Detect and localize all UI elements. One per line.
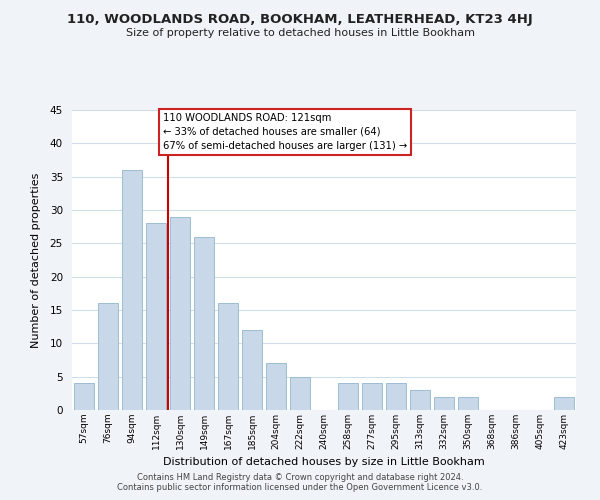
Bar (146, 224, 166, 410)
Bar (98, 304, 118, 410)
Bar (410, 390, 430, 410)
Bar (362, 384, 382, 410)
Bar (554, 396, 574, 410)
Bar (218, 304, 238, 410)
Bar (170, 216, 190, 410)
Text: Contains public sector information licensed under the Open Government Licence v3: Contains public sector information licen… (118, 484, 482, 492)
Bar (266, 364, 286, 410)
Bar (386, 384, 406, 410)
Y-axis label: Number of detached properties: Number of detached properties (31, 172, 41, 348)
Bar (122, 170, 142, 410)
Bar (74, 384, 94, 410)
Bar (194, 236, 214, 410)
Text: Size of property relative to detached houses in Little Bookham: Size of property relative to detached ho… (125, 28, 475, 38)
Bar (458, 396, 478, 410)
Bar (338, 384, 358, 410)
Text: 110, WOODLANDS ROAD, BOOKHAM, LEATHERHEAD, KT23 4HJ: 110, WOODLANDS ROAD, BOOKHAM, LEATHERHEA… (67, 12, 533, 26)
X-axis label: Distribution of detached houses by size in Little Bookham: Distribution of detached houses by size … (163, 458, 485, 468)
Text: Contains HM Land Registry data © Crown copyright and database right 2024.: Contains HM Land Registry data © Crown c… (137, 474, 463, 482)
Text: 110 WOODLANDS ROAD: 121sqm
← 33% of detached houses are smaller (64)
67% of semi: 110 WOODLANDS ROAD: 121sqm ← 33% of deta… (163, 113, 407, 151)
Bar (434, 396, 454, 410)
Bar (290, 376, 310, 410)
Bar (242, 330, 262, 410)
